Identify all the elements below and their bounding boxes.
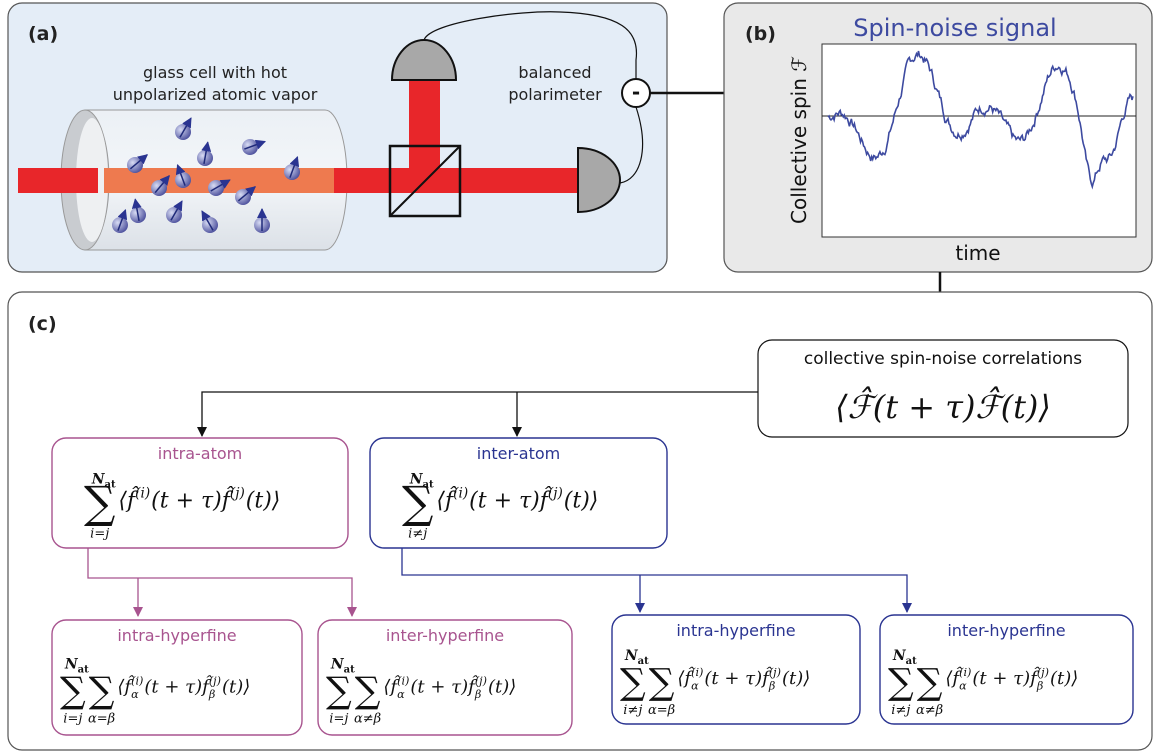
box-title: intra-hyperfine	[676, 621, 795, 640]
superscript: (j)	[475, 674, 487, 687]
superscript: (j)	[230, 486, 245, 502]
plot-area	[822, 44, 1136, 237]
panel-label: (a)	[28, 23, 58, 45]
superscript: (i)	[691, 666, 703, 679]
sum-upper: at	[78, 664, 89, 675]
formula-term: (t)⟩	[782, 668, 810, 689]
superscript: (i)	[135, 486, 150, 502]
sum-symbol: ∑	[355, 670, 381, 711]
sum-lower: i=j	[329, 711, 348, 726]
panel-c: (c) collective spin-noise correlations ⟨…	[8, 292, 1152, 750]
sum-upper: N	[330, 656, 345, 672]
subscript: β	[768, 679, 775, 692]
superscript: (j)	[1037, 666, 1049, 679]
superscript: (i)	[453, 486, 468, 502]
sum-lower: i≠j	[408, 527, 427, 542]
sum-symbol: ∑	[620, 662, 646, 703]
figure: (a) glass cell with hot unpolarized atom…	[0, 0, 1154, 755]
superscript: (i)	[131, 674, 143, 687]
laser-beam	[334, 168, 580, 193]
sum-lower: i=j	[63, 711, 82, 726]
formula-term: (t + τ)f̂	[972, 666, 1040, 689]
panel-label: (c)	[28, 313, 57, 335]
sum-upper: at	[423, 480, 434, 491]
subscript: β	[208, 688, 215, 701]
box-title: inter-hyperfine	[947, 621, 1065, 640]
formula-term: (t)⟩	[222, 676, 250, 697]
caption: glass cell with hot	[143, 63, 287, 82]
formula-term: (t + τ)f̂	[151, 487, 234, 514]
sum-upper: at	[906, 656, 917, 667]
superscript: (i)	[959, 666, 971, 679]
box-title: intra-hyperfine	[117, 626, 236, 645]
sum-symbol: ∑	[888, 662, 914, 703]
formula: ⟨ℱ̂(t + τ)ℱ̂(t)⟩	[835, 386, 1051, 426]
sum-symbol: ∑	[649, 662, 675, 703]
sum-lower: α=β	[88, 711, 115, 726]
box-title: intra-atom	[158, 444, 242, 463]
formula-term: (t)⟩	[246, 489, 281, 514]
formula-term: (t)⟩	[488, 676, 516, 697]
subscript: α	[691, 679, 699, 692]
sum-symbol: ∑	[60, 670, 86, 711]
formula-term: (t)⟩	[564, 489, 599, 514]
sum-upper: N	[64, 656, 79, 672]
caption: balanced	[518, 63, 591, 82]
laser-beam	[18, 168, 98, 193]
sum-upper: N	[91, 472, 106, 488]
superscript: (j)	[769, 666, 781, 679]
formula-term: (t + τ)f̂	[469, 487, 552, 514]
sum-upper: N	[892, 648, 907, 664]
sum-symbol: ∑	[326, 670, 352, 711]
formula-term: (t)⟩	[1050, 668, 1078, 689]
sum-symbol: ∑	[89, 670, 115, 711]
sum-lower: α≠β	[916, 703, 943, 718]
box-title: inter-hyperfine	[386, 626, 504, 645]
sum-lower: i=j	[90, 527, 109, 542]
panel-label: (b)	[745, 23, 776, 45]
formula-term: (t + τ)f̂	[410, 674, 478, 697]
superscript: (j)	[548, 486, 563, 502]
sum-upper: at	[105, 480, 116, 491]
caption: polarimeter	[508, 85, 602, 104]
box-title: inter-atom	[477, 444, 560, 463]
minus-sign: -	[632, 80, 640, 104]
superscript: (i)	[397, 674, 409, 687]
subscript: β	[474, 688, 481, 701]
sum-upper: at	[344, 664, 355, 675]
sum-lower: i≠j	[623, 703, 642, 718]
subscript: α	[131, 688, 139, 701]
formula-term: (t + τ)f̂	[144, 674, 212, 697]
plot-title: Spin-noise signal	[853, 14, 1056, 42]
sum-upper: N	[409, 472, 424, 488]
subscript: α	[959, 679, 967, 692]
sum-symbol: ∑	[917, 662, 943, 703]
subscript: α	[397, 688, 405, 701]
superscript: (j)	[209, 674, 221, 687]
caption: unpolarized atomic vapor	[113, 85, 318, 104]
sum-upper: N	[624, 648, 639, 664]
box-caption: collective spin-noise correlations	[804, 349, 1082, 369]
sum-upper: at	[638, 656, 649, 667]
sum-lower: α=β	[648, 703, 675, 718]
panel-b: (b) Spin-noise signal Collective spin ℱ …	[724, 3, 1152, 272]
sum-lower: i≠j	[891, 703, 910, 718]
x-axis-label: time	[955, 241, 1000, 265]
subscript: β	[1036, 679, 1043, 692]
formula-term: (t + τ)f̂	[704, 666, 772, 689]
panel-a: (a) glass cell with hot unpolarized atom…	[8, 3, 780, 272]
sum-lower: α≠β	[354, 711, 381, 726]
y-axis-label: Collective spin ℱ	[787, 56, 811, 224]
